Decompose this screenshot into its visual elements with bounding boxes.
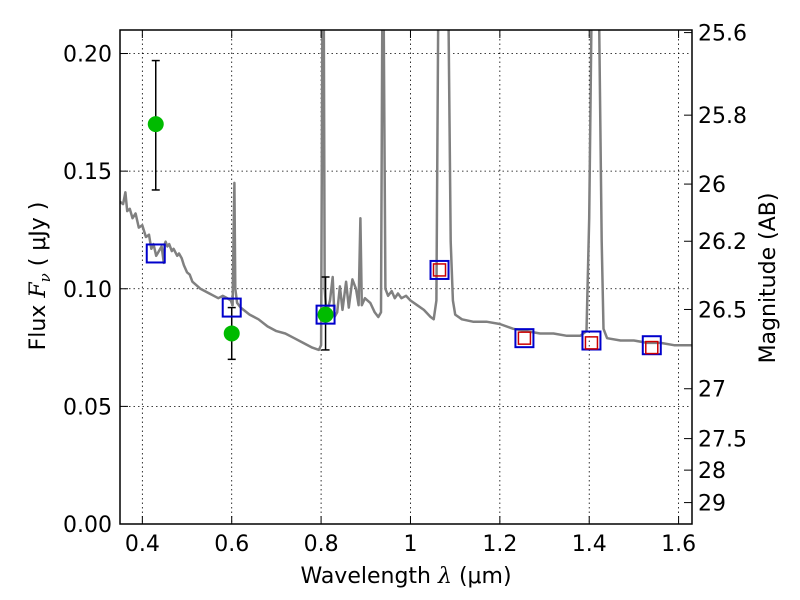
y-tick-label: 0.15 xyxy=(63,160,112,185)
y2-tick-label: 28 xyxy=(698,459,726,484)
axis-ticks: 0.4 0.6 0.8 1 1.2 1.4 1.6 0.00 0.05 0.10 0.15 0.20 2… xyxy=(63,22,747,557)
observed-flux-point xyxy=(223,325,240,342)
x-tick-label: 1 xyxy=(403,532,417,557)
model-square-red xyxy=(432,263,447,277)
y2-tick-label: 27 xyxy=(698,378,726,403)
plot-area xyxy=(120,30,692,361)
x-tick-label: 1.6 xyxy=(661,532,696,557)
y2-tick-label: 26.2 xyxy=(698,230,747,255)
model-square-red xyxy=(517,331,532,345)
y-tick-label: 0.05 xyxy=(63,395,112,420)
x-axis-title: Wavelength λ (μm) xyxy=(300,564,511,589)
sed-model-line xyxy=(120,30,692,352)
x-tick-label: 1.4 xyxy=(572,532,607,557)
model-square-blue xyxy=(145,243,166,264)
y2-tick-label: 25.6 xyxy=(698,22,747,47)
y2-axis-title: Magnitude (AB) xyxy=(756,193,781,364)
y-axis-title: Flux Fν ( μJy ) xyxy=(26,202,54,351)
observed-flux-point xyxy=(317,306,334,323)
y2-tick-label: 29 xyxy=(698,492,726,517)
x-tick-label: 1.2 xyxy=(482,532,517,557)
model-square-blue xyxy=(429,259,450,280)
model-square-red xyxy=(645,340,659,355)
y2-tick-label: 27.5 xyxy=(698,428,747,453)
grid xyxy=(120,30,692,524)
x-tick-label: 0.8 xyxy=(304,532,339,557)
y-tick-label: 0.20 xyxy=(63,43,112,68)
y-tick-label: 0.10 xyxy=(63,278,112,303)
y2-tick-label: 26.5 xyxy=(698,298,747,323)
plot-frame xyxy=(119,29,693,525)
model-square-blue xyxy=(514,328,535,349)
y2-tick-label: 25.8 xyxy=(698,104,747,129)
y-tick-label: 0.00 xyxy=(63,513,112,538)
model-square-blue xyxy=(315,304,336,325)
observed-flux-point xyxy=(147,116,164,133)
model-square-red xyxy=(584,336,599,350)
x-tick-label: 0.4 xyxy=(125,532,160,557)
y2-tick-label: 26 xyxy=(698,173,726,198)
x-tick-label: 0.6 xyxy=(214,532,249,557)
model-square-blue xyxy=(221,297,242,318)
